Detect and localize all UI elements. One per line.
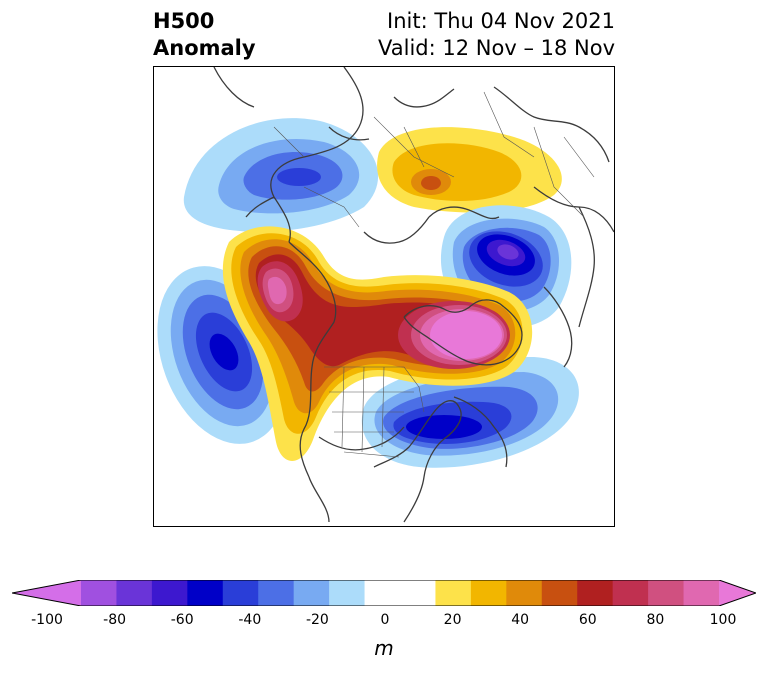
colorbar-unit: m [374, 636, 394, 660]
chart-title-right: Init: Thu 04 Nov 2021 Valid: 12 Nov – 18… [378, 8, 615, 62]
colorbar-cell [187, 580, 224, 606]
colorbar-cell [364, 580, 401, 606]
colorbar-cell [151, 580, 188, 606]
title-variable: H500 [153, 9, 215, 33]
colorbar-tick-label: 0 [380, 612, 390, 628]
colorbar-tick-label: -80 [103, 612, 127, 628]
colorbar-cell [541, 580, 578, 606]
colorbar-cell [435, 580, 472, 606]
colorbar-cells [12, 580, 756, 606]
anomaly-negative-east-siberia [183, 118, 379, 232]
colorbar-cell [329, 580, 366, 606]
colorbar-cell [258, 580, 295, 606]
colorbar-tick-label: 60 [578, 612, 597, 628]
colorbar-tick-label: 80 [646, 612, 665, 628]
anomaly-positive-alaska-greenland [222, 226, 533, 461]
colorbar-cell [222, 580, 259, 606]
colorbar-cell [116, 580, 153, 606]
colorbar-cell [470, 580, 507, 606]
colorbar [12, 580, 756, 606]
colorbar-cell [577, 580, 614, 606]
colorbar-tick-label: -20 [305, 612, 329, 628]
anomaly-map [157, 67, 614, 523]
chart-title-left: H500 Anomaly [153, 8, 256, 62]
country-borders [273, 91, 595, 458]
map-panel [153, 66, 615, 527]
colorbar-tick-label: 100 [709, 612, 737, 628]
colorbar-tick-label: 40 [511, 612, 530, 628]
colorbar-cell [683, 580, 720, 606]
anomaly-positive-north-europe [377, 127, 562, 213]
colorbar-cell [648, 580, 685, 606]
colorbar-cell [612, 580, 649, 606]
colorbar-cell [400, 580, 436, 606]
colorbar-tick-label: -40 [238, 612, 262, 628]
title-valid-range: Valid: 12 Nov – 18 Nov [378, 36, 615, 60]
colorbar-cell [293, 580, 330, 606]
title-init-date: Init: Thu 04 Nov 2021 [387, 9, 615, 33]
colorbar-tick-label: -60 [170, 612, 194, 628]
colorbar-tick-labels: -100 -80 -60 -40 -20 0 20 40 60 80 100 [0, 612, 768, 632]
colorbar-tick-label: 20 [443, 612, 462, 628]
colorbar-extension-max [719, 580, 756, 606]
colorbar-cell [506, 580, 543, 606]
colorbar-tick-label: -100 [31, 612, 63, 628]
title-type: Anomaly [153, 36, 256, 60]
colorbar-extension-min [12, 580, 81, 606]
coastlines [213, 67, 614, 523]
colorbar-cell [81, 580, 117, 606]
